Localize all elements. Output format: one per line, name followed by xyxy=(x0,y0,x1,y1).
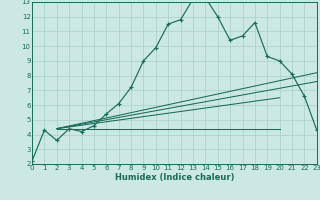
X-axis label: Humidex (Indice chaleur): Humidex (Indice chaleur) xyxy=(115,173,234,182)
